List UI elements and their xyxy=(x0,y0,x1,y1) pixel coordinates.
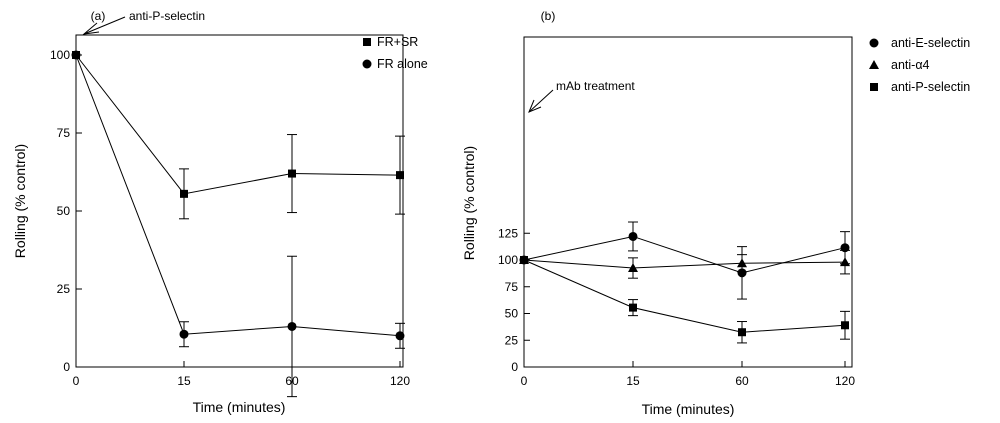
data-point-circle xyxy=(71,50,81,60)
panel-b-x-axis-label: Time (minutes) xyxy=(642,401,735,417)
data-point-circle xyxy=(628,231,638,241)
data-point-circle xyxy=(179,329,189,339)
legend-label: anti-α4 xyxy=(891,58,930,72)
panel-b-y-tick-label: 50 xyxy=(505,307,519,321)
panel-a-x-tick-label: 120 xyxy=(390,374,410,388)
panel-b-legend: anti-E-selectin anti-α4 anti-P-selectin xyxy=(869,36,970,94)
data-point-square xyxy=(738,328,746,337)
panel-b-x-tick-label: 60 xyxy=(735,374,749,388)
panel-a-y-tick-label: 75 xyxy=(57,126,71,140)
legend-marker-circle xyxy=(869,38,879,48)
panel-a-annotation-arrowhead xyxy=(82,22,100,35)
legend-marker-triangle xyxy=(869,60,879,69)
panel-a-y-tick-label: 100 xyxy=(50,48,70,62)
panel-b-label: (b) xyxy=(541,9,556,23)
panel-b-plot-frame xyxy=(523,36,853,368)
panel-a-annotation-arrow xyxy=(83,16,126,35)
data-point-circle xyxy=(395,331,405,341)
legend-marker-square xyxy=(363,38,371,46)
panel-a-label: (a) xyxy=(91,9,106,23)
panel-b-annotation-text: mAb treatment xyxy=(556,79,635,93)
data-point-triangle xyxy=(628,263,638,273)
panel-a: (a) Time (minutes) Rolling (% control) 0… xyxy=(12,9,428,415)
legend-marker-circle xyxy=(362,59,372,69)
data-point-square xyxy=(841,321,849,330)
series-line-square xyxy=(523,259,846,333)
panel-a-legend: FR+SR FR alone xyxy=(362,35,428,71)
panel-a-x-axis-label: Time (minutes) xyxy=(193,399,286,415)
data-point-square xyxy=(180,189,188,198)
panel-a-x-tick-label: 15 xyxy=(177,374,191,388)
panel-b-y-tick-label: 25 xyxy=(505,333,519,347)
panel-a-y-tick-label: 25 xyxy=(57,282,71,296)
series-line-square xyxy=(75,54,401,195)
panel-b-y-axis-label: Rolling (% control) xyxy=(461,146,477,260)
panel-b-x-tick-label: 15 xyxy=(626,374,640,388)
legend-label: anti-E-selectin xyxy=(891,36,970,50)
data-point-circle xyxy=(287,321,297,331)
data-point-circle xyxy=(737,268,747,278)
panel-b-x-tick-label: 120 xyxy=(835,374,855,388)
panel-b-y-tick-label: 100 xyxy=(498,253,518,267)
panel-a-annotation-text: anti-P-selectin xyxy=(129,9,205,23)
panel-a-y-axis-label: Rolling (% control) xyxy=(12,144,28,258)
series-line-circle xyxy=(75,54,401,337)
panel-b-x-tick-label: 0 xyxy=(521,374,528,388)
series-line-triangle xyxy=(523,259,846,269)
legend-label: FR alone xyxy=(377,57,428,71)
data-point-square xyxy=(629,303,637,312)
series-line-circle xyxy=(523,235,846,274)
data-point-triangle xyxy=(737,258,747,268)
panel-a-plot-frame xyxy=(75,34,404,368)
data-point-square xyxy=(396,171,404,180)
legend-label: FR+SR xyxy=(377,35,418,49)
legend-marker-square xyxy=(870,83,878,91)
panel-b-annotation-arrow xyxy=(528,89,554,113)
panel-a-x-tick-label: 0 xyxy=(73,374,80,388)
panel-a-y-tick-label: 0 xyxy=(63,360,70,374)
panel-a-annotation: anti-P-selectin xyxy=(82,9,205,35)
panel-b-annotation-arrowhead xyxy=(528,99,542,113)
panel-b-y-tick-label: 0 xyxy=(511,360,518,374)
legend-label: anti-P-selectin xyxy=(891,80,970,94)
panel-b-y-tick-label: 125 xyxy=(498,226,518,240)
panel-b: (b) Time (minutes) Rolling (% control) 0… xyxy=(461,9,970,417)
data-point-triangle xyxy=(840,257,850,267)
panel-b-annotation: mAb treatment xyxy=(528,79,635,113)
panel-b-y-tick-label: 75 xyxy=(505,280,519,294)
panel-a-y-tick-label: 50 xyxy=(57,204,71,218)
data-point-square xyxy=(520,256,528,264)
data-point-square xyxy=(288,169,296,178)
